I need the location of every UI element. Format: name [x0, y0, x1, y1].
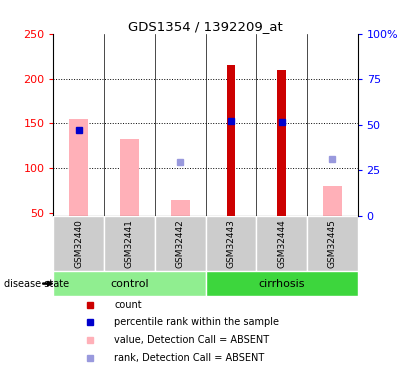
Bar [307, 216, 358, 271]
Text: GSM32442: GSM32442 [175, 219, 185, 268]
Bar [104, 216, 155, 271]
Text: GSM32440: GSM32440 [74, 219, 83, 268]
Text: GSM32444: GSM32444 [277, 219, 286, 268]
Title: GDS1354 / 1392209_at: GDS1354 / 1392209_at [128, 20, 283, 33]
Bar [277, 70, 286, 216]
Text: GSM32445: GSM32445 [328, 219, 337, 268]
Bar [53, 216, 104, 271]
Text: disease state: disease state [4, 279, 69, 289]
Bar [155, 216, 206, 271]
Text: percentile rank within the sample: percentile rank within the sample [114, 317, 279, 327]
Bar [206, 271, 358, 296]
Text: GSM32441: GSM32441 [125, 219, 134, 268]
Bar [120, 139, 139, 216]
Bar [256, 216, 307, 271]
Bar [171, 200, 190, 216]
Text: count: count [114, 300, 142, 309]
Text: GSM32443: GSM32443 [226, 219, 236, 268]
Bar [227, 65, 235, 216]
Text: value, Detection Call = ABSENT: value, Detection Call = ABSENT [114, 335, 269, 345]
Bar [69, 119, 88, 216]
Bar [206, 216, 256, 271]
Text: control: control [110, 279, 149, 289]
Text: cirrhosis: cirrhosis [258, 279, 305, 289]
Bar [323, 186, 342, 216]
Text: rank, Detection Call = ABSENT: rank, Detection Call = ABSENT [114, 353, 265, 363]
Bar [53, 271, 206, 296]
